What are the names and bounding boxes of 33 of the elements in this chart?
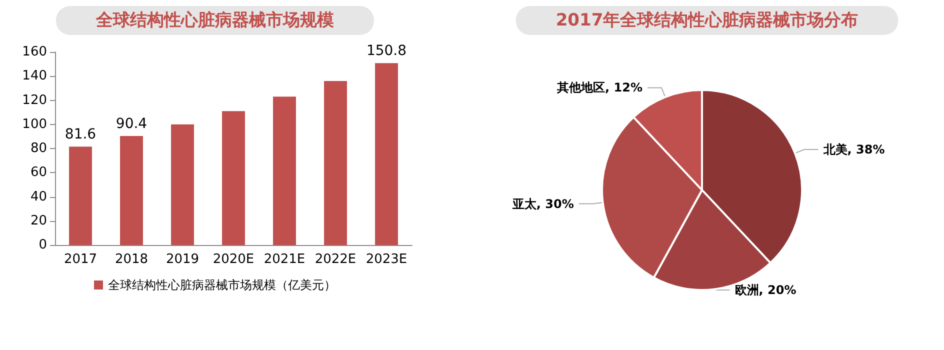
x-tick-label: 2017: [64, 252, 98, 267]
bar: [222, 111, 245, 245]
x-tick-label: 2019: [166, 252, 200, 267]
y-tick-label: 80: [30, 141, 47, 156]
y-tick-label: 140: [22, 68, 47, 84]
x-tick-label: 2018: [114, 252, 148, 267]
y-tick-label: 20: [30, 213, 47, 228]
x-tick-label: 2020E: [212, 252, 254, 267]
slice-label: 亚太, 30%: [511, 196, 574, 211]
y-tick-label: 100: [22, 116, 47, 132]
data-label: 81.6: [64, 126, 96, 143]
y-tick-label: 0: [38, 238, 47, 252]
slice-label: 北美, 38%: [822, 142, 885, 157]
x-tick-label: 2023E: [366, 252, 408, 267]
bar: [375, 63, 398, 245]
slice-label: 欧洲, 20%: [734, 283, 796, 297]
y-tick-label: 160: [22, 44, 47, 60]
bar: [120, 136, 143, 245]
x-tick-label: 2021E: [264, 252, 306, 267]
y-tick-label: 40: [30, 189, 47, 204]
bar: [324, 80, 347, 245]
y-tick-label: 120: [22, 92, 47, 108]
data-label: 90.4: [116, 116, 148, 132]
y-tick-label: 60: [30, 165, 47, 180]
legend-label: 全球结构性心脏病器械市场规模（亿美元）: [108, 278, 336, 292]
x-tick-label: 2022E: [314, 252, 356, 267]
slice-label: 其他地区, 12%: [556, 80, 643, 95]
bar: [69, 146, 92, 245]
chart-title: 全球结构性心脏病器械市场规模: [95, 10, 334, 30]
bar: [171, 124, 194, 245]
bar: [273, 96, 296, 245]
data-label: 150.8: [366, 43, 407, 60]
chart-title: 2017年全球结构性心脏病器械市场分布: [556, 10, 858, 30]
